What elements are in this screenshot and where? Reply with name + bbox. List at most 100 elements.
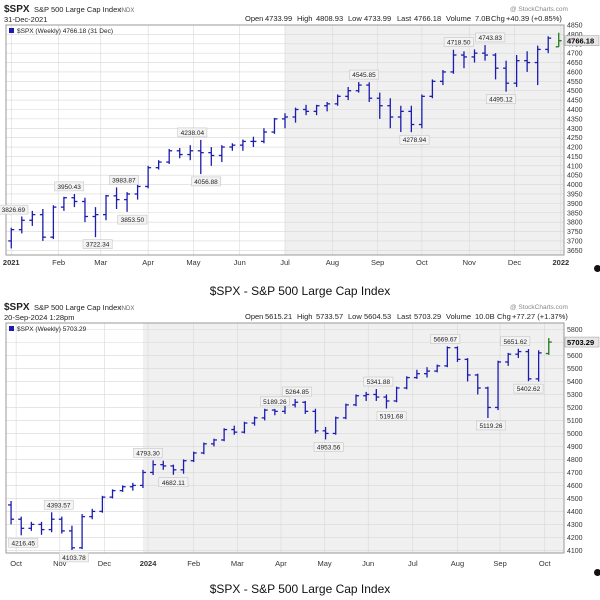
annotation-label: 4682.11 — [162, 480, 185, 487]
x-tick-label: Oct — [10, 559, 23, 568]
ohlc-bar — [429, 79, 436, 99]
annotation-box — [363, 376, 394, 387]
y-tick-label: 4300 — [567, 126, 583, 133]
ohlc-bar — [460, 51, 467, 69]
price-annotation: 3826.69 — [0, 204, 29, 215]
ohlc-bar — [345, 86, 352, 101]
plot-background-prior — [6, 323, 143, 553]
annotation-box — [43, 500, 74, 510]
ohlc-bar — [545, 36, 552, 54]
annotation-box — [282, 386, 313, 397]
ohlc-bar — [81, 197, 88, 223]
x-tick-label: 2024 — [140, 559, 158, 568]
annotation-label: 5341.88 — [367, 379, 391, 386]
annotation-box — [82, 239, 113, 249]
y-tick-label: 4100 — [567, 548, 583, 555]
ohlc-bar — [342, 403, 349, 420]
chart-symbol: $SPX — [4, 4, 30, 15]
ohlc-bar — [129, 482, 136, 491]
low-value: 5604.53 — [364, 312, 391, 321]
legend-label: $SPX (Weekly) 4766.18 (31 Dec) — [17, 28, 113, 35]
y-tick-label: 4250 — [567, 135, 583, 142]
bullet-dot — [594, 265, 600, 272]
ohlc-bar — [99, 495, 106, 513]
ohlc-bar — [48, 512, 55, 533]
y-tick-label: 5100 — [567, 418, 583, 425]
annotation-label: 4056.88 — [194, 179, 218, 186]
ohlc-bar — [160, 460, 167, 470]
ohlc-bar — [260, 128, 267, 144]
price-annotation: 3722.34 — [82, 239, 113, 249]
x-tick-label: Sep — [371, 258, 384, 267]
y-tick-label: 4500 — [567, 88, 583, 95]
ohlc-bar — [393, 386, 400, 403]
y-tick-label: 4700 — [567, 51, 583, 58]
open-label: Open — [245, 14, 263, 23]
ohlc-bar — [484, 386, 491, 418]
annotation-label: 4743.83 — [479, 35, 503, 42]
x-tick-label: May — [186, 258, 200, 267]
ohlc-bar — [376, 92, 383, 119]
chart-index-name: S&P 500 Large Cap Index — [34, 5, 121, 14]
price-annotation: 4495.12 — [485, 94, 516, 104]
price-annotation: 3950.43 — [54, 181, 85, 192]
legend-label: $SPX (Weekly) 5703.29 — [17, 326, 87, 333]
chart-index-name: S&P 500 Large Cap Index — [34, 303, 121, 312]
volume-value: 7.0B — [475, 14, 490, 23]
price-annotation: 5669.67 — [430, 334, 461, 344]
x-tick-label: Nov — [463, 258, 477, 267]
x-tick-label: Aug — [326, 258, 339, 267]
high-label: High — [297, 312, 312, 321]
ohlc-bar — [363, 391, 370, 401]
chart-exchange: INDX — [120, 306, 134, 312]
ohlc-bar — [471, 49, 478, 63]
ohlc-bar — [444, 346, 451, 368]
ohlc-bar — [408, 105, 415, 133]
chg-label: Chg — [491, 14, 505, 23]
y-tick-label: 4150 — [567, 154, 583, 161]
ohlc-bar — [218, 145, 225, 163]
y-tick-label: 4650 — [567, 60, 583, 67]
y-tick-label: 4450 — [567, 98, 583, 105]
y-tick-label: 3650 — [567, 248, 583, 255]
ohlc-bar — [29, 210, 36, 226]
ohlc-bar — [50, 205, 57, 240]
y-tick-label: 4550 — [567, 79, 583, 86]
y-tick-label: 3700 — [567, 238, 583, 245]
x-tick-label: Jul — [408, 559, 418, 568]
annotation-label: 5189.26 — [263, 399, 287, 406]
ohlc-bar — [271, 117, 278, 134]
y-tick-label: 4400 — [567, 107, 583, 114]
annotation-label: 3950.43 — [57, 184, 81, 191]
ohlc-bar — [176, 147, 183, 159]
chg-label: Chg — [497, 312, 511, 321]
ohlc-bar — [513, 55, 520, 87]
y-tick-label: 5500 — [567, 366, 583, 373]
low-label: Low — [348, 14, 362, 23]
y-tick-label: 4350 — [567, 116, 583, 123]
ohlc-bar — [241, 421, 248, 434]
y-tick-label: 4600 — [567, 483, 583, 490]
annotation-box — [313, 442, 344, 452]
ohlc-bar — [303, 104, 310, 116]
annotation-label: 4278.94 — [403, 137, 427, 144]
price-annotation: 4103.78 — [59, 552, 89, 563]
ohlc-bar — [239, 139, 246, 151]
y-tick-label: 4600 — [567, 69, 583, 76]
annotation-box — [133, 448, 163, 458]
ohlc-bar — [505, 352, 512, 366]
ohlc-bar — [534, 45, 541, 86]
annotation-box — [476, 420, 506, 431]
ohlc-bar — [450, 49, 457, 74]
ohlc-bar — [282, 113, 288, 129]
price-annotation: 4545.85 — [349, 69, 379, 80]
price-annotation: 4682.11 — [158, 477, 189, 488]
x-tick-label: Mar — [231, 559, 244, 568]
y-tick-label: 4800 — [567, 32, 583, 39]
y-tick-label: 3850 — [567, 210, 583, 217]
annotation-label: 3826.69 — [2, 207, 26, 214]
ohlc-bar — [324, 101, 331, 112]
ohlc-bar — [92, 207, 99, 238]
ohlc-bar — [464, 358, 471, 382]
annotation-box — [430, 334, 461, 344]
